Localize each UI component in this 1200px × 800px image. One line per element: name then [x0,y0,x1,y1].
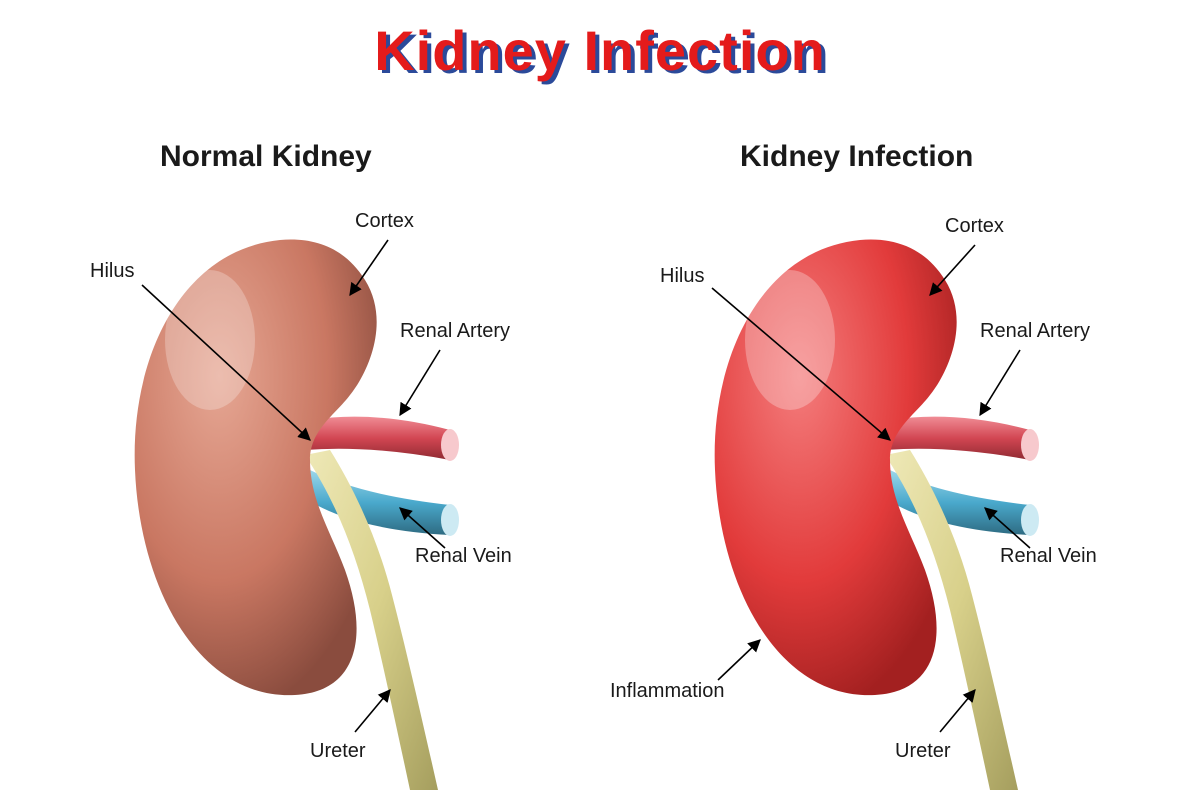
label-hilus-left: Hilus [90,260,134,283]
kidney-highlight [745,270,835,410]
label-ureter-right: Ureter [895,740,951,763]
label-inflammation: Inflammation [610,680,725,703]
main-title: Kidney Infection [0,18,1200,83]
label-hilus-right: Hilus [660,265,704,288]
renal-artery [305,417,450,460]
label-cortex-right: Cortex [945,215,1004,238]
renal-artery [885,417,1030,460]
renal-vein-lumen [441,504,459,536]
label-ureter-left: Ureter [310,740,366,763]
kidney-highlight [165,270,255,410]
label-cortex-left: Cortex [355,210,414,233]
ureter [885,450,1018,790]
label-arrows [142,240,1030,732]
ureter [305,450,438,790]
subtitle-kidney-infection: Kidney Infection [740,140,973,174]
label-renal-artery-left: Renal Artery [400,320,510,343]
label-renal-vein-right: Renal Vein [1000,545,1097,568]
subtitle-normal-kidney: Normal Kidney [160,140,372,174]
kidney-diagram-svg [0,0,1200,800]
kidney-body [715,240,957,696]
renal-vein [300,470,450,535]
renal-vein-lumen [1021,504,1039,536]
renal-artery-lumen [441,429,459,461]
kidney-body [135,240,377,696]
renal-artery-lumen [1021,429,1039,461]
label-renal-vein-left: Renal Vein [415,545,512,568]
renal-vein [880,470,1030,535]
diagram-stage: Kidney Infection Normal Kidney Kidney In… [0,0,1200,800]
label-renal-artery-right: Renal Artery [980,320,1090,343]
